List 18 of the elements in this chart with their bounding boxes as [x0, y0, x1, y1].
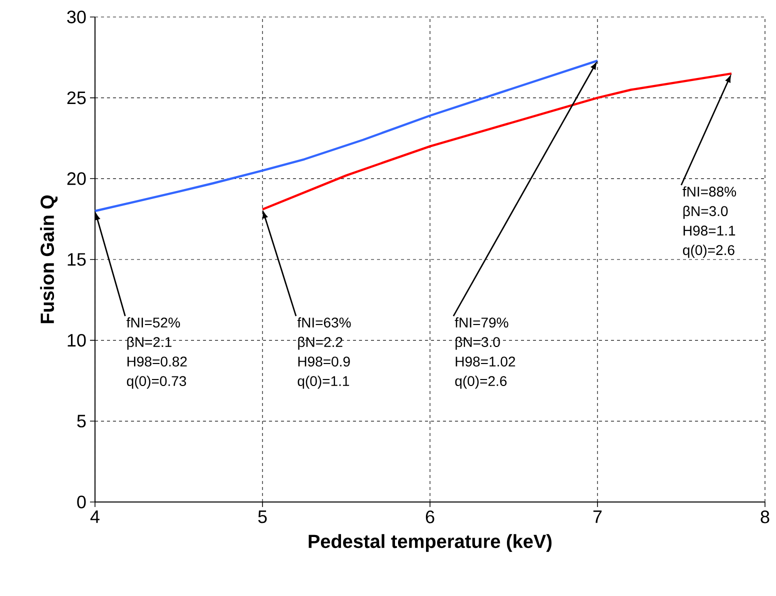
x-tick-label: 6 — [426, 510, 434, 524]
annotation: fNI=79% βN=3.0 H98=1.02 q(0)=2.6 — [454, 317, 516, 389]
x-axis-title: Pedestal temperature (keV) — [308, 534, 552, 552]
annotation: fNI=52% βN=2.1 H98=0.82 q(0)=0.73 — [126, 317, 187, 389]
annotation: fNI=88% βN=3.0 H98=1.1 q(0)=2.6 — [682, 186, 736, 258]
annotation: fNI=63% βN=2.2 H98=0.9 q(0)=1.1 — [297, 317, 351, 389]
x-tick-label: 7 — [593, 510, 602, 523]
x-tick-label: 4 — [90, 510, 100, 523]
y-tick-label: 5 — [77, 414, 86, 428]
y-tick-label: 10 — [68, 334, 86, 347]
y-tick-label: 15 — [68, 253, 86, 266]
y-tick-label: 25 — [67, 91, 86, 104]
y-tick-label: 0 — [77, 496, 86, 508]
y-tick-label: 30 — [67, 10, 86, 24]
x-tick-label: 5 — [258, 510, 267, 524]
y-tick-label: 20 — [67, 172, 86, 186]
x-tick-label: 8 — [760, 510, 770, 524]
y-axis-title: Fusion Gain Q — [40, 195, 58, 324]
